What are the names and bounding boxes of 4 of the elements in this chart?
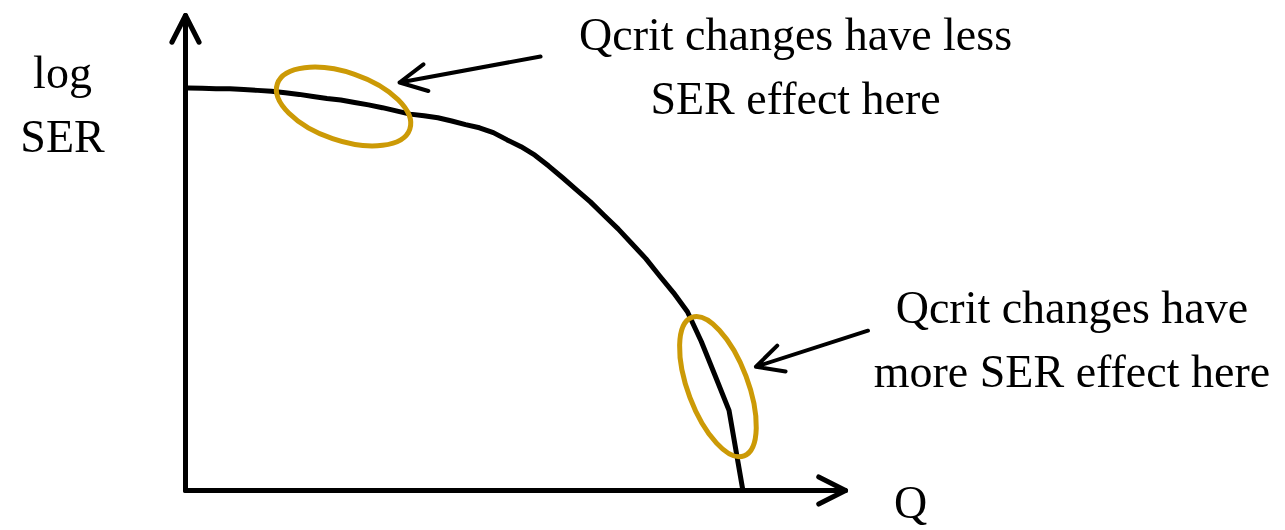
annotation: Qcrit changes have less SER effect here: [579, 9, 1013, 124]
text: Qcrit changes have more SER effect here: [873, 282, 1271, 398]
x-axis-title: Q: [893, 477, 928, 528]
y-axis-title: log SER: [20, 47, 105, 162]
